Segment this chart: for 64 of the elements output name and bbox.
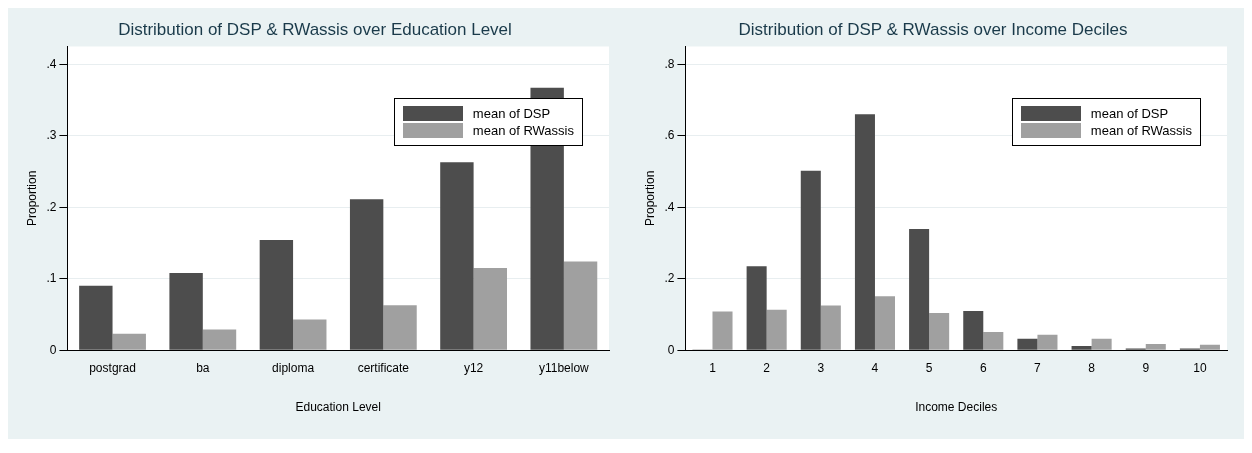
bar [1199, 344, 1220, 350]
bar [983, 331, 1004, 350]
x-tick-label: 4 [871, 360, 879, 375]
bar [202, 329, 237, 350]
bar [874, 296, 895, 350]
bar [383, 305, 417, 350]
y-tick-label: .8 [664, 56, 675, 71]
y-tick-label: .2 [46, 199, 57, 214]
bar [766, 309, 787, 350]
legend-label: mean of DSP [1090, 106, 1169, 121]
bar [349, 199, 384, 350]
x-tick-label: 10 [1193, 360, 1207, 375]
y-tick-label: .3 [46, 128, 57, 143]
bar [473, 268, 507, 350]
x-tick-label: 8 [1088, 360, 1096, 375]
bar [1091, 338, 1112, 350]
bar [563, 261, 598, 350]
y-tick-label: .2 [664, 271, 675, 286]
x-axis-title: Education Level [295, 400, 381, 415]
bar [800, 170, 821, 350]
x-tick-label: 6 [979, 360, 987, 375]
legend-label: mean of DSP [472, 106, 551, 121]
x-tick-label: certificate [357, 360, 410, 375]
bar [1145, 344, 1166, 350]
x-tick-label: postgrad [89, 360, 136, 375]
x-tick-label: y12 [463, 360, 484, 375]
bar [1037, 334, 1058, 350]
x-axis-title: Income Deciles [915, 400, 998, 415]
bar [963, 310, 984, 350]
bar [909, 229, 930, 350]
bar [440, 162, 474, 350]
chart-title: Distribution of DSP & RWassis over Education Level [118, 19, 512, 39]
y-axis-title: Proportion [24, 170, 39, 226]
bar [820, 305, 841, 350]
bar [1017, 338, 1038, 350]
y-tick-label: .6 [664, 128, 675, 143]
x-tick-label: 2 [763, 360, 771, 375]
y-tick-label: 0 [49, 342, 57, 357]
bar [79, 285, 113, 350]
bar [712, 311, 733, 350]
y-axis-title: Proportion [642, 170, 657, 226]
y-tick-label: .4 [46, 56, 57, 71]
y-tick-label: 0 [667, 342, 675, 357]
bar [259, 240, 294, 350]
bar [169, 273, 203, 350]
bar [112, 333, 146, 350]
bar [293, 319, 327, 350]
x-tick-label: 7 [1034, 360, 1042, 375]
chart-title: Distribution of DSP & RWassis over Income Deciles [738, 19, 1128, 39]
bar [746, 266, 767, 350]
legend-label: mean of RWassis [1090, 123, 1192, 138]
x-tick-label: y11below [538, 360, 590, 375]
x-tick-label: diploma [272, 360, 315, 375]
x-tick-label: 1 [709, 360, 717, 375]
legend-label: mean of RWassis [472, 123, 574, 138]
bar [854, 114, 875, 350]
x-tick-label: 3 [817, 360, 825, 375]
bar [929, 313, 950, 350]
y-tick-label: .1 [46, 271, 57, 286]
y-tick-label: .4 [664, 199, 675, 214]
x-tick-label: 5 [925, 360, 933, 375]
x-tick-label: 9 [1142, 360, 1150, 375]
x-tick-label: ba [196, 360, 210, 375]
bar [1071, 345, 1092, 350]
